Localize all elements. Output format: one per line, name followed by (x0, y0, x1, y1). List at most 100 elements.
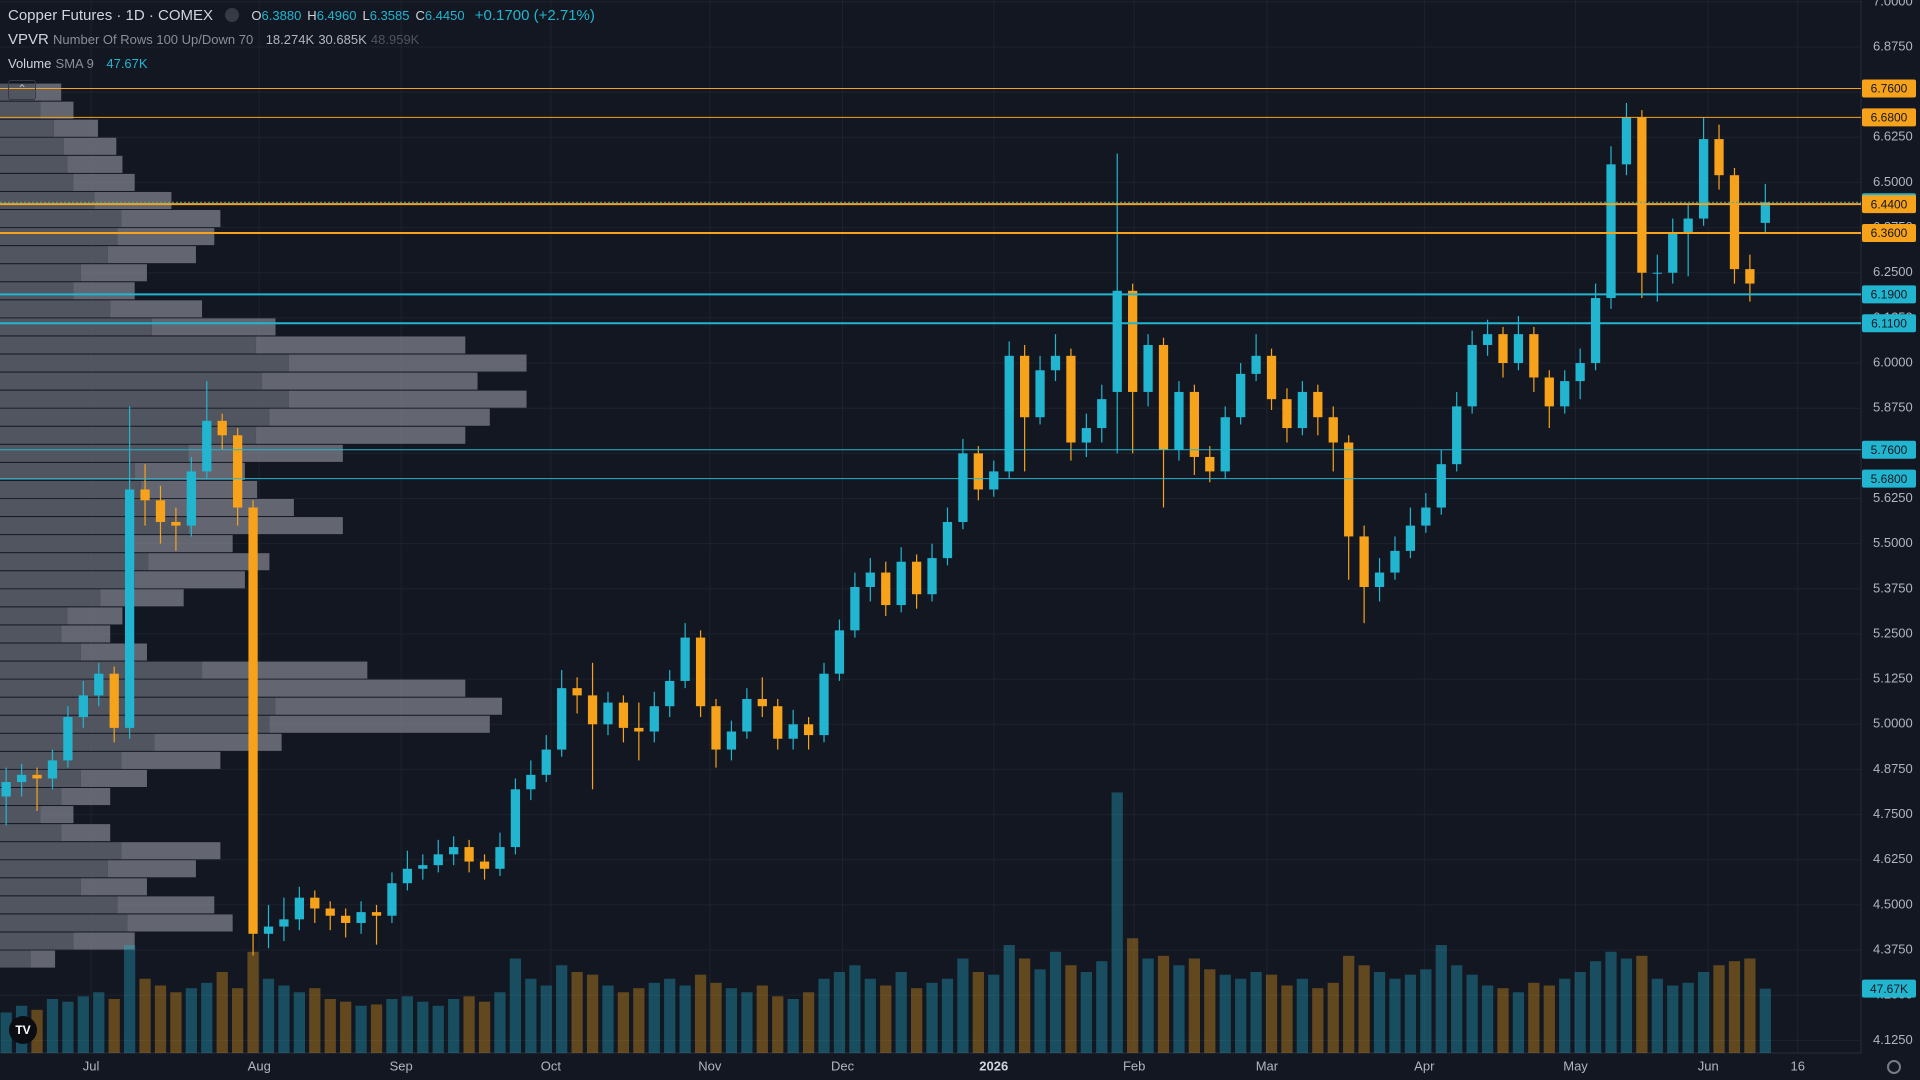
profile-down (117, 228, 215, 246)
profile-down (67, 607, 123, 625)
candle-body (1266, 355, 1277, 400)
candle-body (1590, 298, 1601, 364)
candle-body (649, 706, 659, 732)
candle-body (1513, 334, 1524, 364)
profile-up (0, 119, 54, 137)
profile-down (107, 246, 196, 264)
x-tick-label: 16 (1790, 1058, 1804, 1073)
indicator-name[interactable]: VPVR (8, 31, 49, 48)
legend: Copper Futures · 1D · COMEX O6.3880 H6.49… (8, 4, 595, 101)
indicator-value: 47.67K (106, 56, 148, 71)
profile-up (0, 390, 289, 408)
candle-body (202, 420, 212, 472)
volume-bar (1651, 978, 1663, 1053)
candle-body (1020, 355, 1030, 418)
profile-up (0, 318, 152, 336)
toggle[interactable] (225, 8, 240, 22)
volume-bar (833, 972, 846, 1053)
y-tick-label: 6.0000 (1873, 354, 1913, 369)
profile-up (0, 661, 203, 679)
candle-body (1128, 290, 1138, 392)
volume-bar (1358, 965, 1370, 1053)
candle-body (109, 673, 119, 728)
volume-bar (1404, 974, 1417, 1053)
profile-down (63, 137, 117, 155)
volume-tag (1862, 979, 1916, 998)
volume-bar (1559, 978, 1571, 1053)
symbol[interactable]: Copper Futures · 1D · COMEX (8, 7, 214, 24)
volume-bar (1466, 974, 1478, 1053)
volume-bar (926, 982, 938, 1053)
profile-down (121, 751, 221, 769)
indicator-name[interactable]: Volume (8, 56, 52, 71)
profile-down (188, 444, 343, 462)
volume-bar (694, 974, 707, 1053)
candle-body (1359, 536, 1369, 588)
profile-up (0, 589, 101, 607)
profile-up (0, 860, 108, 878)
candle-body (1436, 464, 1446, 508)
profile-up (0, 553, 149, 571)
volume-bar (93, 992, 105, 1053)
candle-body (433, 854, 443, 866)
profile-down (34, 83, 62, 101)
volume-bar (1744, 958, 1756, 1053)
profile-down (288, 354, 527, 372)
indicator-value: 30.685K (318, 32, 367, 47)
candle-body (248, 507, 258, 934)
y-tick-label: 6.2500 (1873, 264, 1913, 279)
profile-up (0, 824, 62, 842)
candle-body (1344, 442, 1354, 537)
candle-body (186, 471, 196, 526)
profile-up (0, 408, 270, 426)
candle-body (572, 688, 582, 696)
volume-bar (1034, 969, 1046, 1053)
volume-bar (1759, 988, 1771, 1053)
candle-body (356, 912, 366, 923)
profile-up (0, 806, 41, 824)
profile-up (0, 697, 276, 715)
candle-body (78, 695, 88, 718)
candle-body (371, 912, 382, 916)
candle-body (1560, 381, 1570, 407)
profile-down (73, 173, 135, 191)
price-tag (1862, 79, 1916, 98)
profile-up (0, 191, 95, 210)
settings-icon[interactable] (1882, 1055, 1906, 1079)
candle-body (124, 489, 135, 728)
volume-bar (185, 988, 197, 1053)
y-tick-label: 5.8750 (1873, 400, 1913, 415)
candle-body (1482, 334, 1493, 345)
candle-body (1004, 355, 1014, 472)
volume-bar (232, 988, 244, 1053)
profile-up (0, 372, 263, 390)
volume-bar (602, 985, 614, 1053)
profile-up (0, 499, 162, 517)
volume-bar (941, 978, 954, 1053)
profile-up (0, 444, 189, 462)
logo[interactable]: TV (8, 1015, 48, 1045)
volume-bar (617, 992, 630, 1053)
price-tag-label: 6.1900 (1871, 288, 1908, 302)
y-tick-label: 5.0000 (1873, 716, 1913, 731)
volume-bar (1065, 965, 1077, 1053)
candle-body (1066, 355, 1076, 443)
candle-body (1698, 139, 1709, 219)
profile-down (202, 661, 368, 679)
volume-bar (1435, 945, 1447, 1053)
candle-body (94, 673, 104, 696)
profile-down (275, 697, 503, 715)
profile-down (110, 300, 203, 318)
volume-bar (1728, 961, 1741, 1053)
candle-body (1035, 370, 1045, 418)
profile-up (0, 462, 135, 480)
collapse-button[interactable]: ⌃ (8, 80, 36, 100)
volume-bar (1327, 982, 1339, 1053)
x-tick-label: 2026 (979, 1058, 1008, 1073)
profile-up (0, 733, 155, 751)
profile-up (0, 246, 108, 264)
price-tag (1862, 223, 1916, 242)
candle-body (526, 774, 536, 790)
volume-bar (494, 992, 506, 1053)
